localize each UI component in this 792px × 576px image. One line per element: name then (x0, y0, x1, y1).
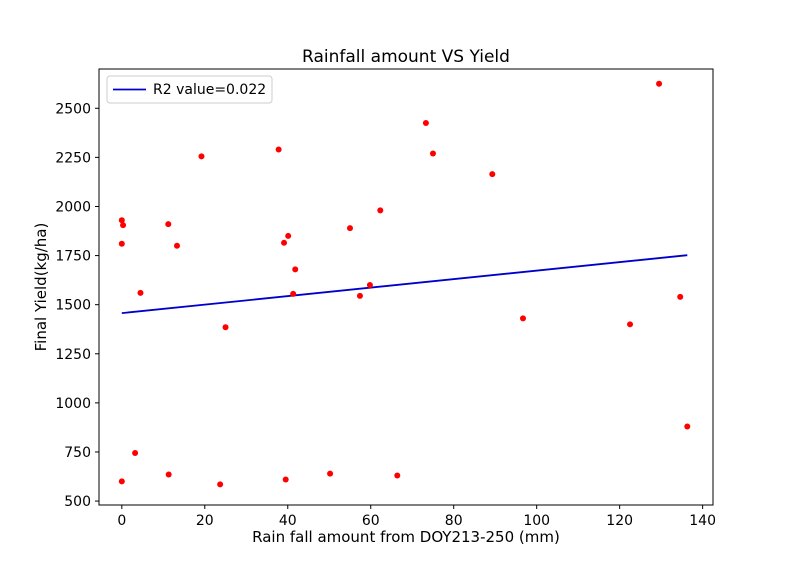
chart-title: Rainfall amount VS Yield (302, 47, 510, 67)
x-axis: 0 20 40 60 80 100 120 140 (117, 505, 716, 529)
data-point (489, 171, 496, 178)
legend-box (106, 75, 273, 104)
x-tick-label: 60 (362, 513, 380, 529)
y-tick-label: 2250 (55, 150, 91, 166)
x-tick-label: 140 (689, 513, 716, 529)
data-point (285, 232, 292, 239)
data-point (217, 481, 224, 488)
data-point (377, 207, 384, 214)
x-tick-label: 80 (445, 513, 463, 529)
data-point (118, 478, 125, 485)
data-point (394, 472, 401, 479)
data-point (120, 222, 127, 229)
data-point (684, 423, 691, 430)
data-point (292, 266, 299, 273)
data-point (327, 470, 334, 477)
data-point (429, 150, 436, 157)
y-axis: 500 750 1000 1250 1500 1750 2000 2250 2500 (55, 101, 99, 510)
data-point (275, 146, 282, 153)
data-point (366, 282, 373, 289)
data-point (173, 242, 180, 249)
y-tick-label: 750 (64, 445, 91, 461)
data-point (281, 239, 288, 246)
y-axis-label: Final Yield(kg/ha) (32, 223, 50, 352)
x-axis-label: Rain fall amount from DOY213-250 (mm) (252, 528, 560, 546)
y-tick-label: 2500 (55, 101, 91, 117)
x-tick-label: 120 (606, 513, 633, 529)
data-point (677, 293, 684, 300)
data-point (627, 321, 634, 328)
data-point (346, 225, 353, 232)
data-point (118, 217, 125, 224)
data-point (282, 476, 289, 483)
data-point (519, 315, 526, 322)
legend: R2 value=0.022 (106, 75, 273, 104)
legend-label: R2 value=0.022 (153, 82, 266, 98)
data-point (222, 324, 229, 331)
plot-frame (98, 68, 714, 506)
regression-line (121, 254, 688, 315)
data-point (137, 289, 144, 296)
y-tick-label: 1250 (55, 347, 91, 363)
y-tick-label: 2000 (55, 199, 91, 215)
y-tick-label: 1000 (55, 396, 91, 412)
data-point (118, 240, 125, 247)
x-tick-label: 0 (117, 513, 126, 529)
y-tick-label: 1750 (55, 249, 91, 265)
x-tick-label: 40 (279, 513, 297, 529)
data-point (422, 120, 429, 127)
plot-area (98, 68, 714, 506)
data-point (165, 471, 172, 478)
data-point (132, 449, 139, 456)
data-point (290, 290, 297, 297)
y-tick-label: 500 (64, 494, 91, 510)
data-point (656, 80, 663, 87)
data-point (165, 221, 172, 228)
x-tick-label: 100 (523, 513, 550, 529)
x-tick-label: 20 (196, 513, 214, 529)
data-point (198, 153, 205, 160)
y-tick-label: 1500 (55, 298, 91, 314)
data-point (356, 292, 363, 299)
